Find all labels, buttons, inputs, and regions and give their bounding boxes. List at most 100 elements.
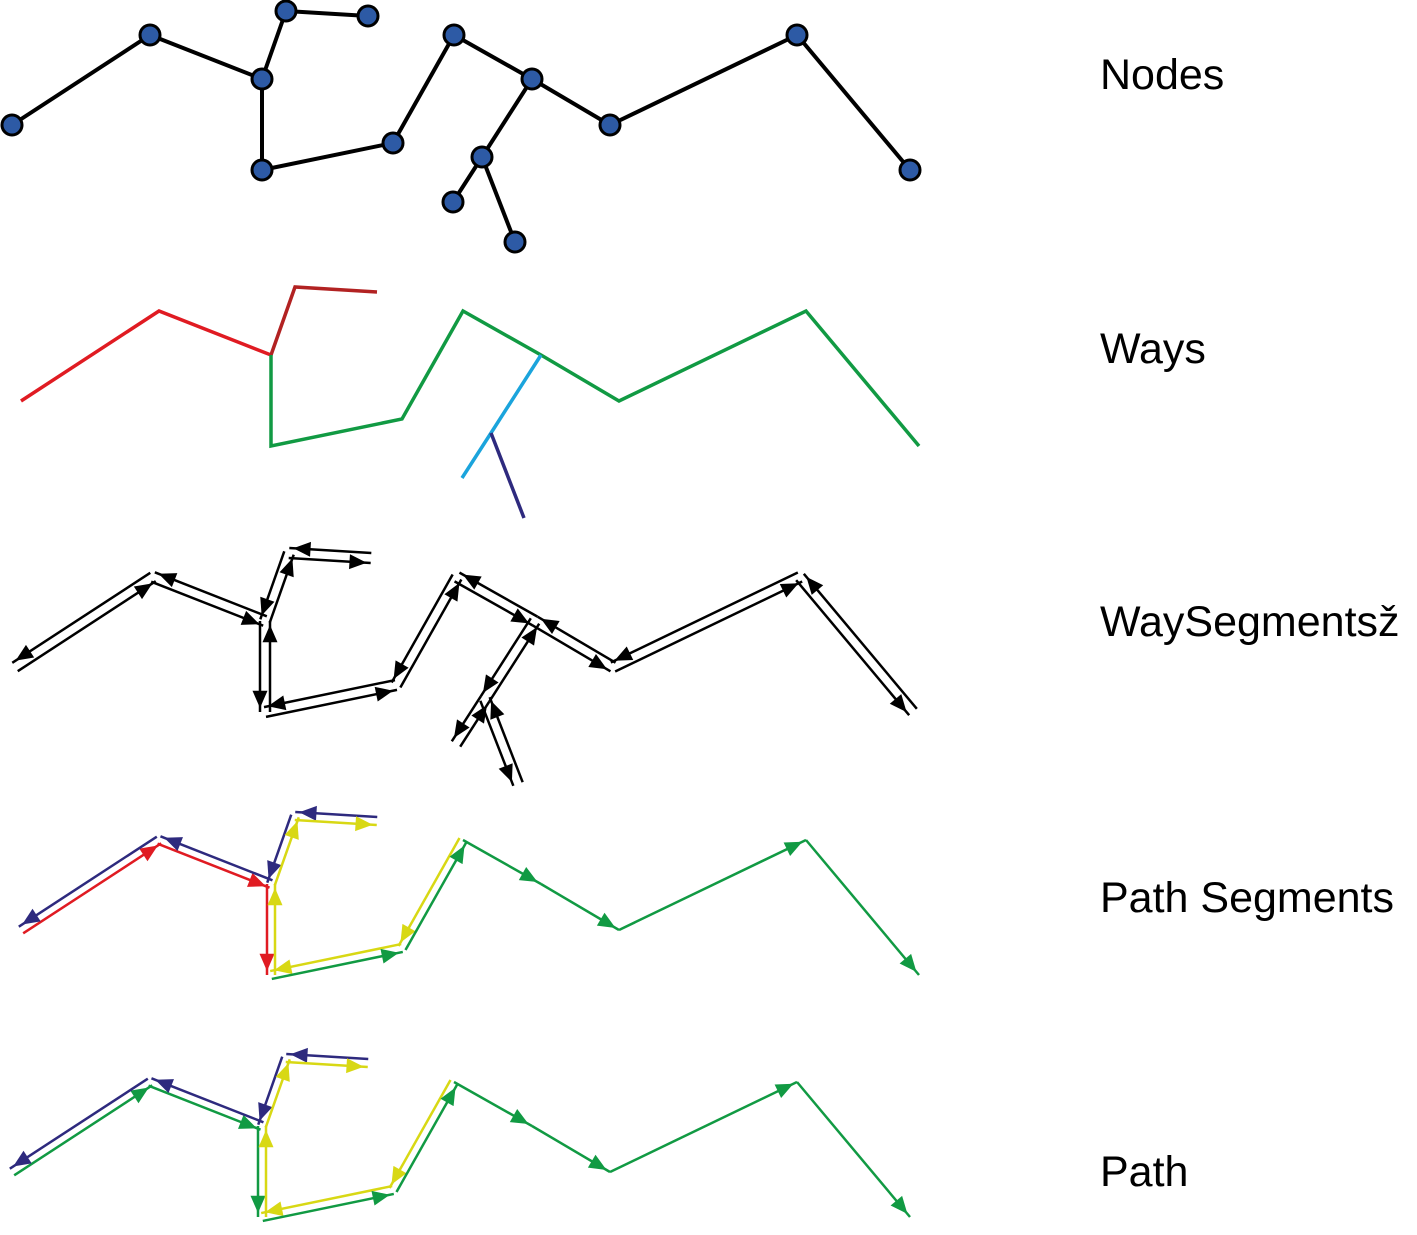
path-segment-arrowhead-icon — [346, 1058, 364, 1074]
pathsegment-arrowhead-icon — [267, 860, 282, 879]
waysegment-fwd-arrowhead-icon — [453, 719, 470, 738]
edge-ij — [530, 77, 612, 127]
pathsegment-arrowhead-icon — [596, 912, 616, 928]
path-segment-line — [260, 1184, 393, 1215]
waysegment-back-arrowhead-icon — [158, 573, 178, 588]
edge-ab — [10, 33, 152, 127]
edge-gh — [391, 34, 456, 144]
path-segment-line — [796, 1081, 911, 1218]
path-segment-arrowhead-icon — [13, 1150, 32, 1167]
pathsegment-arrowhead-icon — [449, 845, 465, 865]
path-segment-line — [13, 1084, 153, 1177]
waysegment-back-arrowhead-icon — [521, 627, 538, 646]
path-segment-arrowhead-icon — [265, 1201, 284, 1217]
path-label: Path — [1100, 1148, 1189, 1196]
pathsegment-arrowhead-icon — [899, 953, 917, 972]
node-circle-icon — [442, 23, 466, 47]
waysegment-back-arrowhead-icon — [393, 660, 409, 680]
waysegment-fwd-arrowhead-icon — [279, 558, 294, 578]
waysegment-fwd-line — [614, 580, 803, 673]
pathsegment-arrowhead-icon — [22, 908, 41, 925]
path-segment-line — [9, 1077, 149, 1170]
node-circle-icon — [503, 230, 527, 254]
node-circle-icon — [138, 23, 162, 47]
path-segment-arrowhead-icon — [258, 1130, 274, 1148]
node-circle-icon — [441, 190, 465, 214]
waysegment-back-arrowhead-icon — [260, 596, 275, 616]
path-segment-arrowhead-icon — [275, 1063, 290, 1082]
path-segment-arrowhead-icon — [371, 1190, 390, 1206]
waysegment-fwd-arrowhead-icon — [510, 608, 530, 624]
pathsegment-arrowhead-icon — [299, 805, 317, 821]
node-circle-icon — [598, 113, 622, 137]
waysegment-back-line — [802, 572, 918, 710]
edge-hi — [453, 33, 533, 81]
pathsegment-arrowhead-icon — [274, 959, 293, 975]
waysegment-fwd-line — [265, 688, 398, 719]
waysegment-back-arrowhead-icon — [614, 646, 634, 661]
edge-kl — [795, 33, 912, 172]
path-segment-arrowhead-icon — [391, 1165, 407, 1185]
nodes-label: Nodes — [1100, 51, 1225, 99]
path-segment-arrowhead-icon — [155, 1079, 174, 1094]
pathsegments-label: Path Segments — [1100, 874, 1395, 922]
edge-de — [285, 9, 369, 18]
node-circle-icon — [274, 0, 298, 23]
waysegment-back-arrowhead-icon — [267, 695, 287, 711]
waysegment-back-line — [11, 571, 151, 664]
waysegment-back-arrowhead-icon — [462, 574, 482, 590]
waysegment-fwd-arrowhead-icon — [444, 582, 460, 602]
waysegment-back-arrowhead-icon — [806, 576, 824, 595]
waysegments-label: WaySegmentsž — [1100, 598, 1400, 646]
pathsegment-arrowhead-icon — [518, 867, 538, 883]
pathsegment-line — [618, 838, 807, 932]
edge-jk — [609, 33, 798, 127]
waysegment-fwd-arrowhead-icon — [498, 763, 513, 783]
way-darkred — [269, 285, 378, 356]
waysegment-fwd-arrowhead-icon — [240, 610, 260, 625]
waysegment-back-arrowhead-icon — [540, 618, 560, 634]
waysegment-back-arrowhead-icon — [490, 700, 505, 720]
path-row — [9, 1047, 911, 1223]
ways-row — [20, 285, 921, 519]
path-segment-arrowhead-icon — [774, 1083, 794, 1098]
waysegment-fwd-arrowhead-icon — [779, 583, 799, 598]
node-circle-icon — [785, 23, 809, 47]
path-segment-arrowhead-icon — [290, 1047, 308, 1063]
pathsegment-arrowhead-icon — [267, 888, 283, 906]
path-segment-arrowhead-icon — [130, 1087, 149, 1104]
path-segment-line — [262, 1192, 395, 1223]
waysegment-fwd-line — [795, 579, 911, 717]
pathsegment-line — [271, 950, 404, 981]
waysegment-fwd-arrowhead-icon — [889, 694, 907, 713]
node-circle-icon — [356, 4, 380, 28]
waysegment-back-arrowhead-icon — [262, 625, 278, 643]
node-circle-icon — [520, 67, 544, 91]
pathsegment-arrowhead-icon — [400, 923, 416, 943]
edge-im — [480, 77, 534, 159]
path-segment-arrowhead-icon — [509, 1109, 529, 1125]
pathsegment-arrowhead-icon — [139, 845, 158, 862]
path-segment-line — [609, 1080, 798, 1174]
pathsegment-line — [269, 942, 402, 973]
waysegment-back-line — [263, 678, 396, 709]
waysegment-back-arrowhead-icon — [15, 644, 35, 661]
node-circle-icon — [470, 145, 494, 169]
node-circle-icon — [898, 158, 922, 182]
waysegment-fwd-arrowhead-icon — [482, 674, 499, 693]
ways-label: Ways — [1100, 325, 1206, 373]
edge-fg — [261, 141, 394, 172]
pathsegment-line — [22, 842, 162, 935]
waysegment-fwd-arrowhead-icon — [588, 654, 608, 670]
node-circle-icon — [250, 158, 274, 182]
waysegment-back-arrowhead-icon — [293, 541, 311, 557]
path-segment-arrowhead-icon — [587, 1154, 607, 1170]
edge-bc — [149, 33, 263, 81]
waysegments-row — [11, 541, 918, 787]
waysegment-fwd-arrowhead-icon — [349, 554, 367, 570]
way-green — [269, 308, 921, 449]
pathsegment-arrowhead-icon — [259, 953, 275, 971]
waysegment-fwd-arrowhead-icon — [374, 686, 394, 702]
waysegment-back-line — [610, 571, 799, 664]
